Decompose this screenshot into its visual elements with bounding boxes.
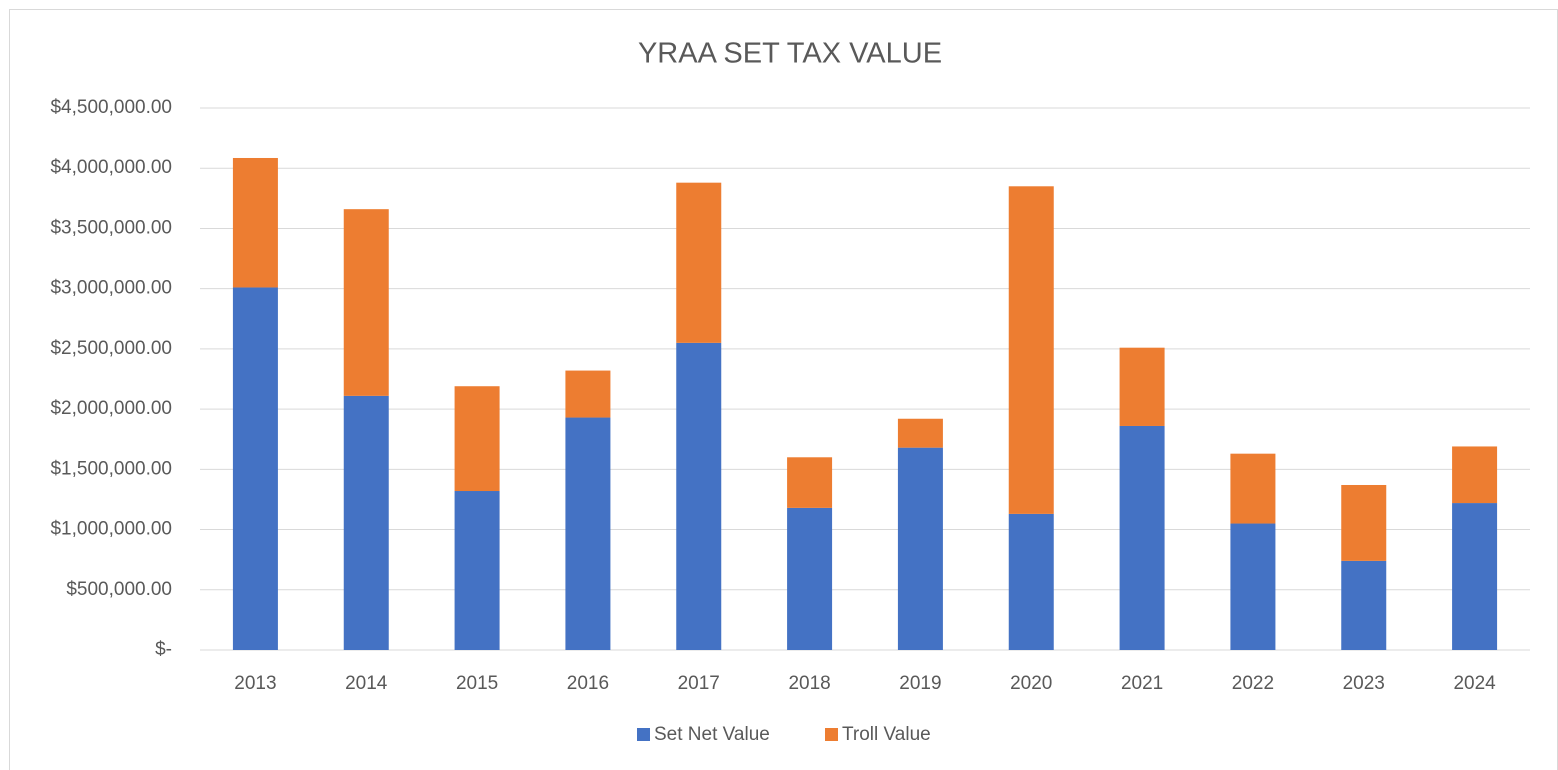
bar-segment	[343, 209, 389, 396]
y-tick-label: $2,500,000.00	[50, 338, 172, 359]
bar-segment	[454, 386, 500, 492]
bar-segment	[897, 418, 943, 448]
y-tick-label: $3,000,000.00	[50, 278, 172, 299]
x-tick-label: 2016	[567, 673, 609, 694]
x-tick-label: 2014	[345, 673, 388, 694]
bar-segment	[1119, 347, 1165, 426]
x-tick-label: 2022	[1232, 673, 1274, 694]
y-tick-label: $1,000,000.00	[50, 519, 172, 540]
bar-segment	[1119, 425, 1165, 650]
x-tick-label: 2015	[456, 673, 498, 694]
chart-title: YRAA SET TAX VALUE	[638, 38, 942, 70]
bar-segment	[454, 491, 500, 650]
legend-swatch	[825, 728, 838, 741]
y-tick-label: $-	[155, 639, 172, 660]
x-tick-label: 2020	[1010, 673, 1052, 694]
y-tick-label: $4,000,000.00	[50, 157, 172, 178]
legend-label: Troll Value	[842, 724, 931, 745]
bar-segment	[232, 157, 278, 288]
bar-segment	[1230, 523, 1276, 650]
bar-segment	[1008, 513, 1054, 650]
bar-segment	[676, 182, 722, 343]
x-tick-label: 2017	[678, 673, 720, 694]
bar-segment	[1452, 446, 1498, 504]
legend-swatch	[637, 728, 650, 741]
bar-segment	[787, 507, 833, 650]
bar-segment	[787, 457, 833, 508]
bar-segment	[1452, 503, 1498, 650]
x-tick-label: 2024	[1453, 673, 1496, 694]
bar-segment	[232, 287, 278, 650]
bar-segment	[897, 447, 943, 650]
y-tick-label: $1,500,000.00	[50, 458, 172, 479]
bar-segment	[565, 370, 611, 418]
y-tick-label: $4,500,000.00	[50, 97, 172, 118]
x-tick-label: 2021	[1121, 673, 1163, 694]
x-tick-label: 2019	[899, 673, 941, 694]
x-tick-label: 2018	[788, 673, 830, 694]
bar-segment	[1341, 484, 1387, 561]
bar-segment	[676, 342, 722, 650]
x-tick-label: 2023	[1343, 673, 1385, 694]
bar-segment	[565, 417, 611, 650]
bar-segment	[343, 395, 389, 650]
x-tick-label: 2013	[234, 673, 276, 694]
y-tick-label: $500,000.00	[66, 579, 172, 600]
bar-segment	[1230, 453, 1276, 524]
bar-segment	[1341, 560, 1387, 650]
y-tick-label: $3,500,000.00	[50, 217, 172, 238]
legend-label: Set Net Value	[654, 724, 770, 745]
y-tick-label: $2,000,000.00	[50, 398, 172, 419]
bar-segment	[1008, 186, 1054, 514]
